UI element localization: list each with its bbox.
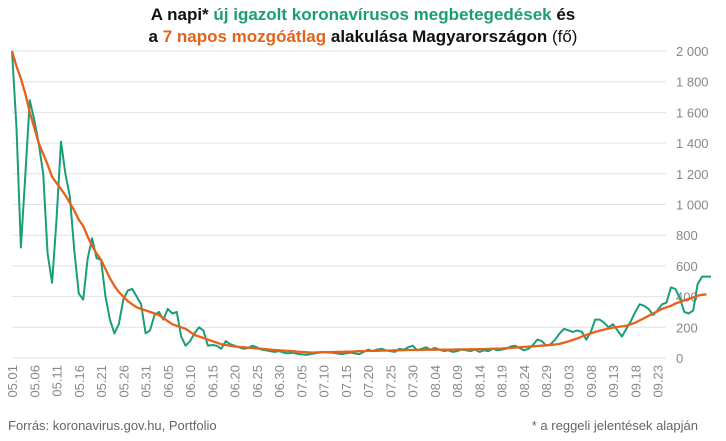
x-tick-label: 05.16: [72, 365, 87, 398]
x-tick-label: 09.03: [562, 365, 577, 398]
title-line2-suffix: alakulása Magyarországon: [326, 27, 548, 46]
series-lines: [10, 50, 711, 356]
x-tick-label: 07.20: [361, 365, 376, 398]
x-tick-label: 06.25: [250, 365, 265, 398]
x-tick-label: 07.05: [294, 365, 309, 398]
x-tick-label: 06.05: [161, 365, 176, 398]
y-tick-label: 1 000: [676, 198, 709, 213]
title-line1-suffix: és: [551, 5, 576, 24]
title-line-1: A napi* új igazolt koronavírusos megbete…: [0, 4, 726, 26]
title-unit: (fő): [547, 27, 578, 46]
x-tick-label: 08.14: [472, 365, 487, 398]
x-tick-label: 08.24: [517, 365, 532, 398]
x-tick-label: 09.13: [606, 365, 621, 398]
y-tick-label: 1 200: [676, 167, 709, 182]
y-tick-label: 0: [676, 351, 683, 366]
x-tick-label: 08.09: [450, 365, 465, 398]
x-tick-label: 06.20: [228, 365, 243, 398]
x-tick-label: 05.31: [139, 365, 154, 398]
x-tick-label: 08.29: [539, 365, 554, 398]
x-tick-label: 05.11: [50, 365, 65, 397]
x-tick-label: 05.21: [94, 365, 109, 398]
x-tick-label: 08.19: [495, 365, 510, 398]
title-line-2: a 7 napos mozgóátlag alakulása Magyarors…: [0, 26, 726, 48]
y-tick-label: 600: [676, 259, 698, 274]
y-tick-label: 2 000: [676, 44, 709, 59]
x-tick-label: 08.04: [428, 365, 443, 398]
title-daily-cases: új igazolt koronavírusos megbetegedések: [213, 5, 552, 24]
series-line-daily: [11, 50, 711, 356]
x-tick-label: 09.08: [584, 365, 599, 398]
x-tick-label: 07.10: [317, 365, 332, 398]
x-tick-label: 09.23: [651, 365, 666, 398]
y-tick-label: 200: [676, 320, 698, 335]
x-tick-label: 06.10: [183, 365, 198, 398]
y-tick-label: 800: [676, 228, 698, 243]
grid-lines: [12, 50, 666, 359]
x-axis-ticks: 05.01 05.06 05.11 05.16 05.21 05.26 05.31 06.05…: [5, 365, 666, 398]
x-tick-label: 07.30: [406, 365, 421, 398]
title-line2-prefix: a: [148, 27, 163, 46]
chart-title: A napi* új igazolt koronavírusos megbete…: [0, 4, 726, 48]
title-line1-prefix: A napi*: [150, 5, 214, 24]
title-moving-average: 7 napos mozgóátlag: [162, 27, 327, 46]
y-tick-label: 1 600: [676, 105, 709, 120]
x-tick-label: 05.26: [116, 365, 131, 398]
x-tick-label: 06.30: [272, 365, 287, 398]
x-tick-label: 06.15: [205, 365, 220, 398]
x-tick-label: 09.18: [628, 365, 643, 398]
x-tick-label: 07.15: [339, 365, 354, 398]
x-tick-label: 05.06: [27, 365, 42, 398]
x-tick-label: 05.01: [5, 365, 20, 398]
source-note: Forrás: koronavirus.gov.hu, Portfolio: [8, 418, 217, 433]
x-tick-label: 07.25: [383, 365, 398, 398]
y-tick-label: 1 800: [676, 75, 709, 90]
series-line-average: [10, 50, 707, 354]
y-tick-label: 1 400: [676, 136, 709, 151]
footnote: * a reggeli jelentések alapján: [531, 418, 698, 433]
